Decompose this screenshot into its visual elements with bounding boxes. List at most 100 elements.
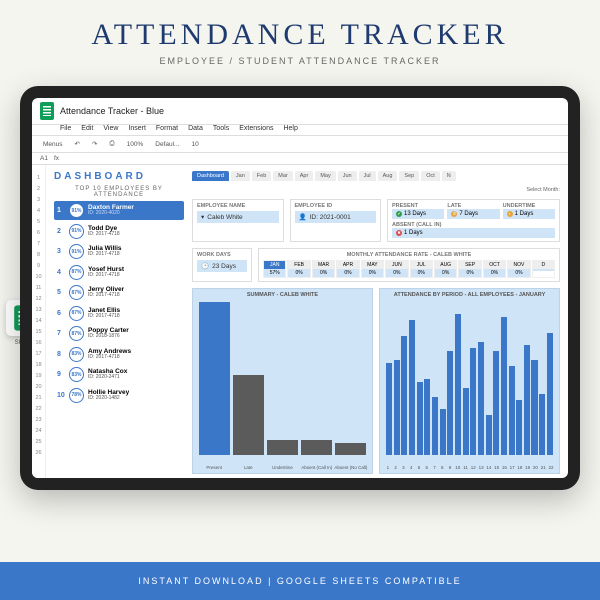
tab-jul[interactable]: Jul xyxy=(359,171,376,181)
employee-row[interactable]: 587%Jerry OliverID: 2017-4718 xyxy=(54,283,184,302)
row-number[interactable]: 1 xyxy=(32,173,45,184)
employee-row[interactable]: 291%Todd DyeID: 2017-4718 xyxy=(54,222,184,241)
month-rate-cell[interactable]: NOV0% xyxy=(507,260,530,278)
month-rate-cell[interactable]: MAR0% xyxy=(312,260,335,278)
row-number[interactable]: 6 xyxy=(32,228,45,239)
employee-id: ID: 2017-4718 xyxy=(88,273,181,279)
row-number[interactable]: 14 xyxy=(32,316,45,327)
row-number[interactable]: 15 xyxy=(32,327,45,338)
chart-xlabel: Late xyxy=(231,465,265,470)
row-number[interactable]: 25 xyxy=(32,437,45,448)
stat-value: ✔13 Days xyxy=(392,209,444,219)
row-number[interactable]: 5 xyxy=(32,217,45,228)
row-number[interactable]: 10 xyxy=(32,272,45,283)
menus-button[interactable]: Menus xyxy=(40,140,66,149)
month-rate-cell[interactable]: OCT0% xyxy=(483,260,506,278)
menu-tools[interactable]: Tools xyxy=(213,125,229,132)
row-number[interactable]: 20 xyxy=(32,382,45,393)
row-number[interactable]: 17 xyxy=(32,349,45,360)
tab-sep[interactable]: Sep xyxy=(399,171,419,181)
screen: Attendance Tracker - Blue File Edit View In… xyxy=(32,98,568,478)
menu-view[interactable]: View xyxy=(103,125,118,132)
attendance-ring: 91% xyxy=(69,244,84,259)
top10-heading: TOP 10 EMPLOYEES BY ATTENDANCE xyxy=(54,186,184,198)
emp-name-value[interactable]: ▾ Caleb White xyxy=(197,211,279,223)
row-number[interactable]: 13 xyxy=(32,305,45,316)
row-number[interactable]: 9 xyxy=(32,261,45,272)
row-number[interactable]: 24 xyxy=(32,426,45,437)
menu-format[interactable]: Format xyxy=(156,125,178,132)
chart-bar xyxy=(478,342,484,455)
tab-mar[interactable]: Mar xyxy=(273,171,292,181)
zoom-select[interactable]: 100% xyxy=(124,140,147,149)
stat-icon: ◐ xyxy=(507,211,513,217)
month-rate-cell[interactable]: FEB0% xyxy=(287,260,310,278)
stats-box: PRESENT✔13 DaysLATE⏱7 DaysUNDERTIME◐1 Da… xyxy=(387,199,560,242)
month-rate-cell[interactable]: JUL0% xyxy=(410,260,433,278)
employee-row[interactable]: 1078%Hollie HarveyID: 2020-1482 xyxy=(54,386,184,405)
month-rate-cell[interactable]: SEP0% xyxy=(458,260,481,278)
chart-bar xyxy=(233,375,264,455)
menu-data[interactable]: Data xyxy=(188,125,203,132)
redo-icon[interactable]: ↷ xyxy=(89,139,100,149)
row-number[interactable]: 7 xyxy=(32,239,45,250)
tab-feb[interactable]: Feb xyxy=(252,171,271,181)
workdays-value: 🕑 23 Days xyxy=(197,260,247,272)
row-number[interactable]: 4 xyxy=(32,206,45,217)
month-rate-cell[interactable]: D xyxy=(532,260,555,278)
menu-file[interactable]: File xyxy=(60,125,71,132)
attendance-ring: 78% xyxy=(69,388,84,403)
emp-id-label: EMPLOYEE ID xyxy=(295,203,377,209)
row-number[interactable]: 18 xyxy=(32,360,45,371)
month-rate-cell[interactable]: JUN0% xyxy=(385,260,408,278)
row-number[interactable]: 11 xyxy=(32,283,45,294)
employee-row[interactable]: 983%Natasha CoxID: 2020-2471 xyxy=(54,365,184,384)
month-rate-cell[interactable]: JAN57% xyxy=(263,260,286,278)
tab-jun[interactable]: Jun xyxy=(338,171,357,181)
employee-row[interactable]: 391%Julia WillisID: 2017-4718 xyxy=(54,242,184,261)
row-number[interactable]: 26 xyxy=(32,448,45,459)
row-number[interactable]: 3 xyxy=(32,195,45,206)
tab-n[interactable]: N xyxy=(442,171,456,181)
menu-insert[interactable]: Insert xyxy=(128,125,146,132)
menu-edit[interactable]: Edit xyxy=(81,125,93,132)
month-rate-cell[interactable]: AUG0% xyxy=(434,260,457,278)
tab-may[interactable]: May xyxy=(315,171,335,181)
row-number[interactable]: 2 xyxy=(32,184,45,195)
doc-title[interactable]: Attendance Tracker - Blue xyxy=(60,106,164,116)
menu-help[interactable]: Help xyxy=(283,125,297,132)
tab-oct[interactable]: Oct xyxy=(421,171,440,181)
fontsize-select[interactable]: 10 xyxy=(188,140,201,149)
cell-reference[interactable]: A1 xyxy=(40,155,48,162)
month-rate-cell[interactable]: APR0% xyxy=(336,260,359,278)
employee-row[interactable]: 687%Janet EllisID: 2017-4718 xyxy=(54,304,184,323)
tab-dashboard[interactable]: Dashboard xyxy=(192,171,229,181)
attendance-ring: 87% xyxy=(69,265,84,280)
month-rate-cell[interactable]: MAY0% xyxy=(361,260,384,278)
row-number[interactable]: 21 xyxy=(32,393,45,404)
row-number[interactable]: 22 xyxy=(32,404,45,415)
employee-row[interactable]: 487%Yosef HurstID: 2017-4718 xyxy=(54,263,184,282)
tab-aug[interactable]: Aug xyxy=(378,171,398,181)
employee-id-box: EMPLOYEE ID 👤 ID: 2021-0001 xyxy=(290,199,382,242)
employee-info: Yosef HurstID: 2017-4718 xyxy=(88,266,181,279)
row-number[interactable]: 8 xyxy=(32,250,45,261)
tab-apr[interactable]: Apr xyxy=(295,171,314,181)
hero-subtitle: EMPLOYEE / STUDENT ATTENDANCE TRACKER xyxy=(30,56,570,66)
summary-chart-xlabels: PresentLateUndertimeAbsent (Call In)Abse… xyxy=(197,465,368,470)
employee-row[interactable]: 787%Poppy CarterID: 2018-1876 xyxy=(54,324,184,343)
undo-icon[interactable]: ↶ xyxy=(72,139,83,149)
row-number[interactable]: 19 xyxy=(32,371,45,382)
summary-chart-area xyxy=(197,300,368,465)
row-number[interactable]: 23 xyxy=(32,415,45,426)
row-number[interactable]: 12 xyxy=(32,294,45,305)
employee-row[interactable]: 191%Daxton FarmerID: 2020-4020 xyxy=(54,201,184,220)
print-icon[interactable]: ⎙ xyxy=(106,139,117,149)
stat-value: ◐1 Days xyxy=(503,209,555,219)
font-select[interactable]: Defaul... xyxy=(152,140,182,149)
menu-extensions[interactable]: Extensions xyxy=(239,125,273,132)
row-number[interactable]: 16 xyxy=(32,338,45,349)
stat-value: ⏱7 Days xyxy=(447,209,499,219)
employee-row[interactable]: 883%Amy AndrewsID: 2017-4718 xyxy=(54,345,184,364)
tab-jan[interactable]: Jan xyxy=(231,171,250,181)
